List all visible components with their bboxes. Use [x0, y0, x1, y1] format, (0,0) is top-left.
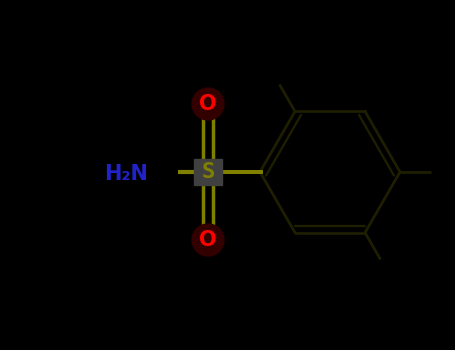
Bar	[194, 159, 222, 185]
Text: O: O	[199, 94, 217, 114]
Circle shape	[192, 88, 224, 120]
Text: H₂N: H₂N	[104, 164, 148, 184]
Circle shape	[192, 224, 224, 256]
Text: O: O	[199, 230, 217, 250]
Text: S: S	[201, 162, 215, 182]
